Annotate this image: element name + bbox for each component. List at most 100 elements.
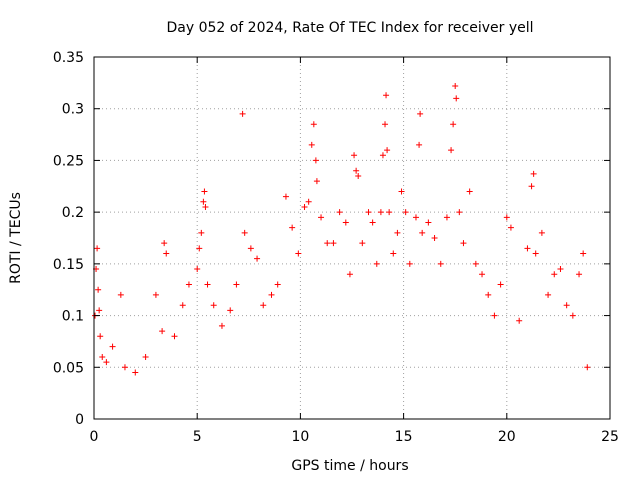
data-point (342, 219, 349, 226)
data-point (431, 235, 438, 241)
data-point (196, 245, 203, 252)
data-point (437, 260, 444, 267)
data-point (218, 322, 225, 329)
data-point (117, 291, 124, 298)
data-point (312, 157, 319, 164)
data-point (402, 209, 409, 216)
data-point (394, 229, 401, 236)
data-point (419, 229, 426, 236)
data-point (384, 147, 391, 154)
data-point (538, 229, 545, 236)
data-point (179, 302, 186, 309)
data-point (239, 110, 246, 117)
data-point (448, 147, 455, 154)
data-point (109, 343, 116, 350)
data-point (369, 219, 376, 226)
data-point (417, 110, 424, 117)
data-point (289, 224, 296, 231)
data-point (580, 250, 587, 257)
data-point (310, 121, 317, 128)
data-point (274, 281, 281, 288)
data-point (390, 250, 397, 257)
x-tick-label: 25 (601, 429, 619, 445)
y-tick-label: 0.25 (53, 153, 84, 169)
data-point (379, 152, 386, 159)
data-point (121, 364, 128, 371)
y-tick-label: 0.3 (62, 102, 84, 118)
data-point (532, 250, 539, 257)
data-point (194, 266, 201, 273)
data-point (171, 333, 178, 340)
data-point (386, 209, 393, 216)
data-point (472, 260, 479, 267)
x-tick-label: 10 (291, 429, 309, 445)
data-point (308, 141, 315, 148)
data-point (185, 281, 192, 288)
y-tick-label: 0.1 (62, 309, 84, 325)
data-point (584, 364, 591, 371)
data-point (452, 82, 459, 89)
plot-frame (93, 56, 611, 420)
data-point (198, 229, 205, 236)
data-point (96, 307, 103, 314)
data-point (466, 188, 473, 195)
data-point (412, 214, 419, 221)
grid (94, 57, 610, 419)
data-point (443, 214, 450, 221)
data-point (507, 224, 514, 231)
data-point (295, 250, 302, 257)
x-tick-label: 5 (193, 429, 202, 445)
x-tick-label: 0 (90, 429, 99, 445)
data-point (365, 209, 372, 216)
data-point (545, 291, 552, 298)
data-point (557, 266, 564, 273)
data-point (450, 121, 457, 128)
data-point (382, 121, 389, 128)
data-point (503, 214, 510, 221)
data-point (233, 281, 240, 288)
data-point (351, 152, 358, 159)
data-point (569, 312, 576, 319)
y-tick-label: 0.2 (62, 205, 84, 221)
data-point (460, 240, 467, 247)
data-point (425, 219, 432, 226)
data-point (282, 193, 289, 200)
data-point (563, 302, 570, 309)
data-point (305, 198, 312, 205)
data-point (301, 203, 308, 210)
data-point (254, 255, 261, 262)
data-point (576, 271, 583, 278)
data-point (491, 312, 498, 319)
data-point (313, 178, 320, 185)
data-point (103, 359, 110, 366)
data-point (318, 214, 325, 221)
x-tick-label: 15 (395, 429, 413, 445)
data-point (152, 291, 159, 298)
data-point (330, 240, 337, 247)
data-point (416, 141, 423, 148)
data-point (200, 198, 207, 205)
data-point (530, 170, 537, 177)
data-point (142, 353, 149, 360)
data-points (92, 82, 591, 376)
data-point (524, 245, 531, 252)
data-point (485, 291, 492, 298)
data-point (247, 245, 254, 252)
data-point (132, 369, 139, 376)
data-point (94, 245, 101, 252)
data-point (346, 271, 353, 278)
data-point (377, 209, 384, 216)
y-tick-label: 0.05 (53, 360, 84, 376)
data-point (97, 333, 104, 340)
data-point (99, 353, 106, 360)
data-point (453, 95, 460, 102)
data-point (516, 317, 523, 324)
data-point (201, 188, 208, 195)
data-point (268, 291, 275, 298)
data-point (204, 281, 211, 288)
data-point (456, 209, 463, 216)
data-point (355, 172, 362, 179)
chart-title: Day 052 of 2024, Rate Of TEC Index for r… (166, 20, 533, 36)
data-point (210, 302, 217, 309)
x-tick-label: 20 (498, 429, 516, 445)
